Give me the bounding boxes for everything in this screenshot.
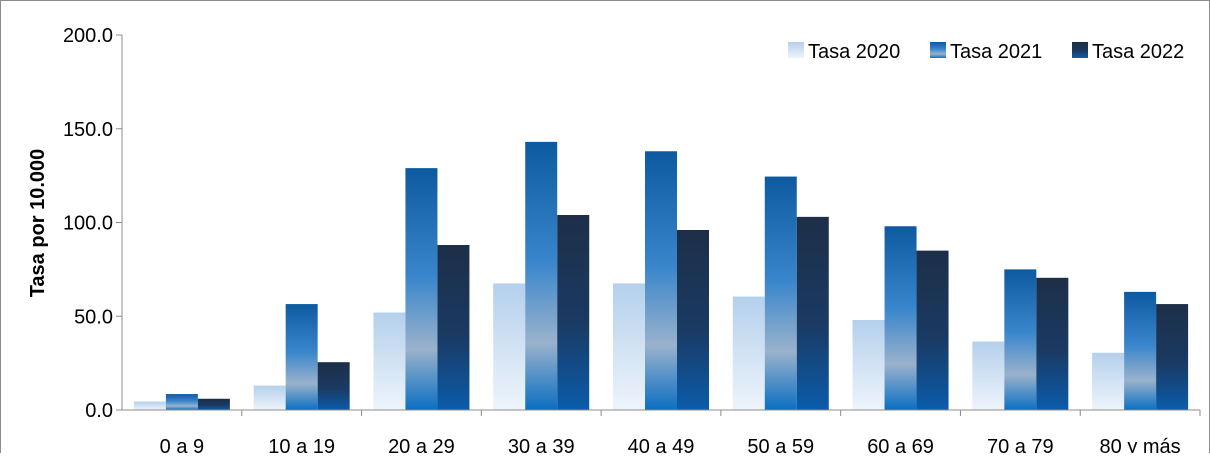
bar-tasa-2020-1 xyxy=(253,385,286,410)
bars-group xyxy=(133,141,1201,416)
x-category-label: 50 a 59 xyxy=(747,436,814,453)
bar-tasa-2022-1 xyxy=(317,362,350,410)
x-category-label: 80 y más xyxy=(1100,436,1181,453)
bar-tasa-2020-2 xyxy=(373,312,406,410)
x-category-label: 0 a 9 xyxy=(160,436,204,453)
legend-swatch-tasa-2022 xyxy=(1072,42,1088,58)
legend: Tasa 2020 Tasa 2021 Tasa 2022 xyxy=(788,41,1184,63)
bar-tasa-2021-0 xyxy=(165,394,198,410)
y-tick-label: 100.0 xyxy=(63,213,113,235)
bar-tasa-2021-6 xyxy=(884,226,917,410)
bar-tasa-2020-6 xyxy=(852,320,885,410)
bar-tasa-2021-8 xyxy=(1124,291,1157,410)
legend-swatch-tasa-2021 xyxy=(930,42,946,58)
bar-tasa-2020-7 xyxy=(972,341,1005,410)
x-category-label: 30 a 39 xyxy=(508,436,575,453)
bar-tasa-2021-4 xyxy=(645,151,677,410)
legend-label-tasa-2021: Tasa 2021 xyxy=(950,41,1042,63)
bar-tasa-2022-2 xyxy=(437,245,470,410)
x-category-label: 70 a 79 xyxy=(987,436,1054,453)
x-category-label: 10 a 19 xyxy=(268,436,335,453)
y-tick-label: 0.0 xyxy=(85,400,113,422)
y-axis-title: Tasa por 10.000 xyxy=(27,149,49,298)
bar-tasa-2021-2 xyxy=(405,168,438,410)
bar-tasa-2021-7 xyxy=(1004,269,1037,410)
bar-tasa-2022-6 xyxy=(916,250,949,410)
y-tick-label: 200.0 xyxy=(63,25,113,47)
bar-tasa-2022-7 xyxy=(1036,277,1069,410)
legend-label-tasa-2022: Tasa 2022 xyxy=(1092,41,1184,63)
y-tick-label: 50.0 xyxy=(74,306,113,328)
bar-tasa-2021-1 xyxy=(285,304,318,410)
bar-tasa-2021-3 xyxy=(525,141,558,410)
bar-tasa-2022-8 xyxy=(1156,304,1189,410)
x-category-label: 60 a 69 xyxy=(867,436,934,453)
bar-tasa-2022-3 xyxy=(557,215,590,410)
y-axis-ticks: 0.0 50.0 100.0 150.0 200.0 xyxy=(63,25,122,422)
bar-tasa-2020-3 xyxy=(493,283,526,410)
bar-tasa-2022-5 xyxy=(796,216,829,410)
bar-tasa-2020-8 xyxy=(1092,352,1125,410)
bar-tasa-2020-0 xyxy=(133,401,166,410)
x-category-label: 20 a 29 xyxy=(388,436,455,453)
bar-tasa-2021-5 xyxy=(764,176,797,410)
x-axis-category-labels: 0 a 9 10 a 19 20 a 29 30 a 39 40 a 49 50 a 59… xyxy=(160,436,1181,458)
bar-tasa-2022-4 xyxy=(677,230,709,410)
x-category-label: 40 a 49 xyxy=(628,436,695,453)
legend-swatch-tasa-2020 xyxy=(788,42,804,58)
bar-tasa-2020-5 xyxy=(732,296,765,410)
bar-tasa-2022-0 xyxy=(197,398,230,410)
y-tick-label: 150.0 xyxy=(63,119,113,141)
bar-tasa-2020-4 xyxy=(613,283,645,410)
legend-label-tasa-2020: Tasa 2020 xyxy=(808,41,900,63)
